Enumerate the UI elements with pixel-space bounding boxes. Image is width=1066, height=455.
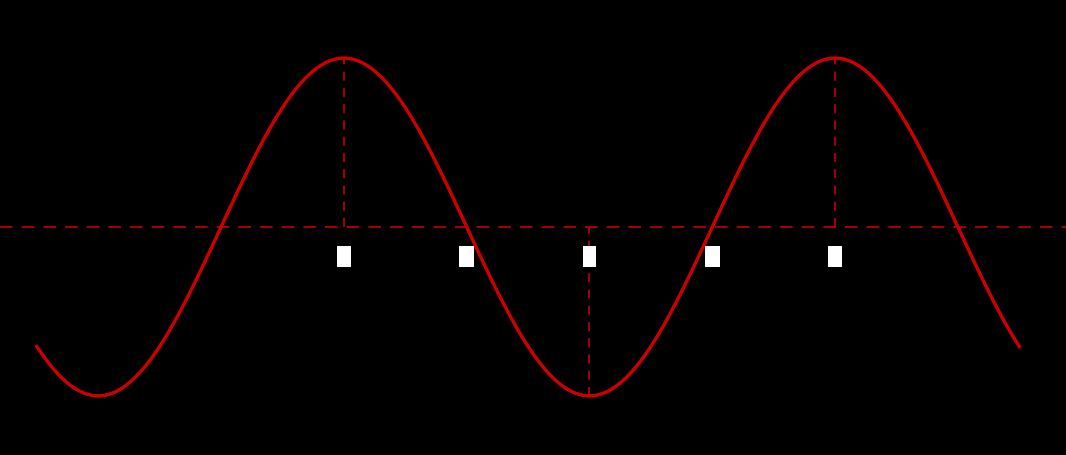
Text: d: d xyxy=(707,248,718,266)
Text: c: c xyxy=(584,248,595,266)
Text: e: e xyxy=(829,248,841,266)
Text: b: b xyxy=(461,248,472,266)
Text: a: a xyxy=(338,248,350,266)
